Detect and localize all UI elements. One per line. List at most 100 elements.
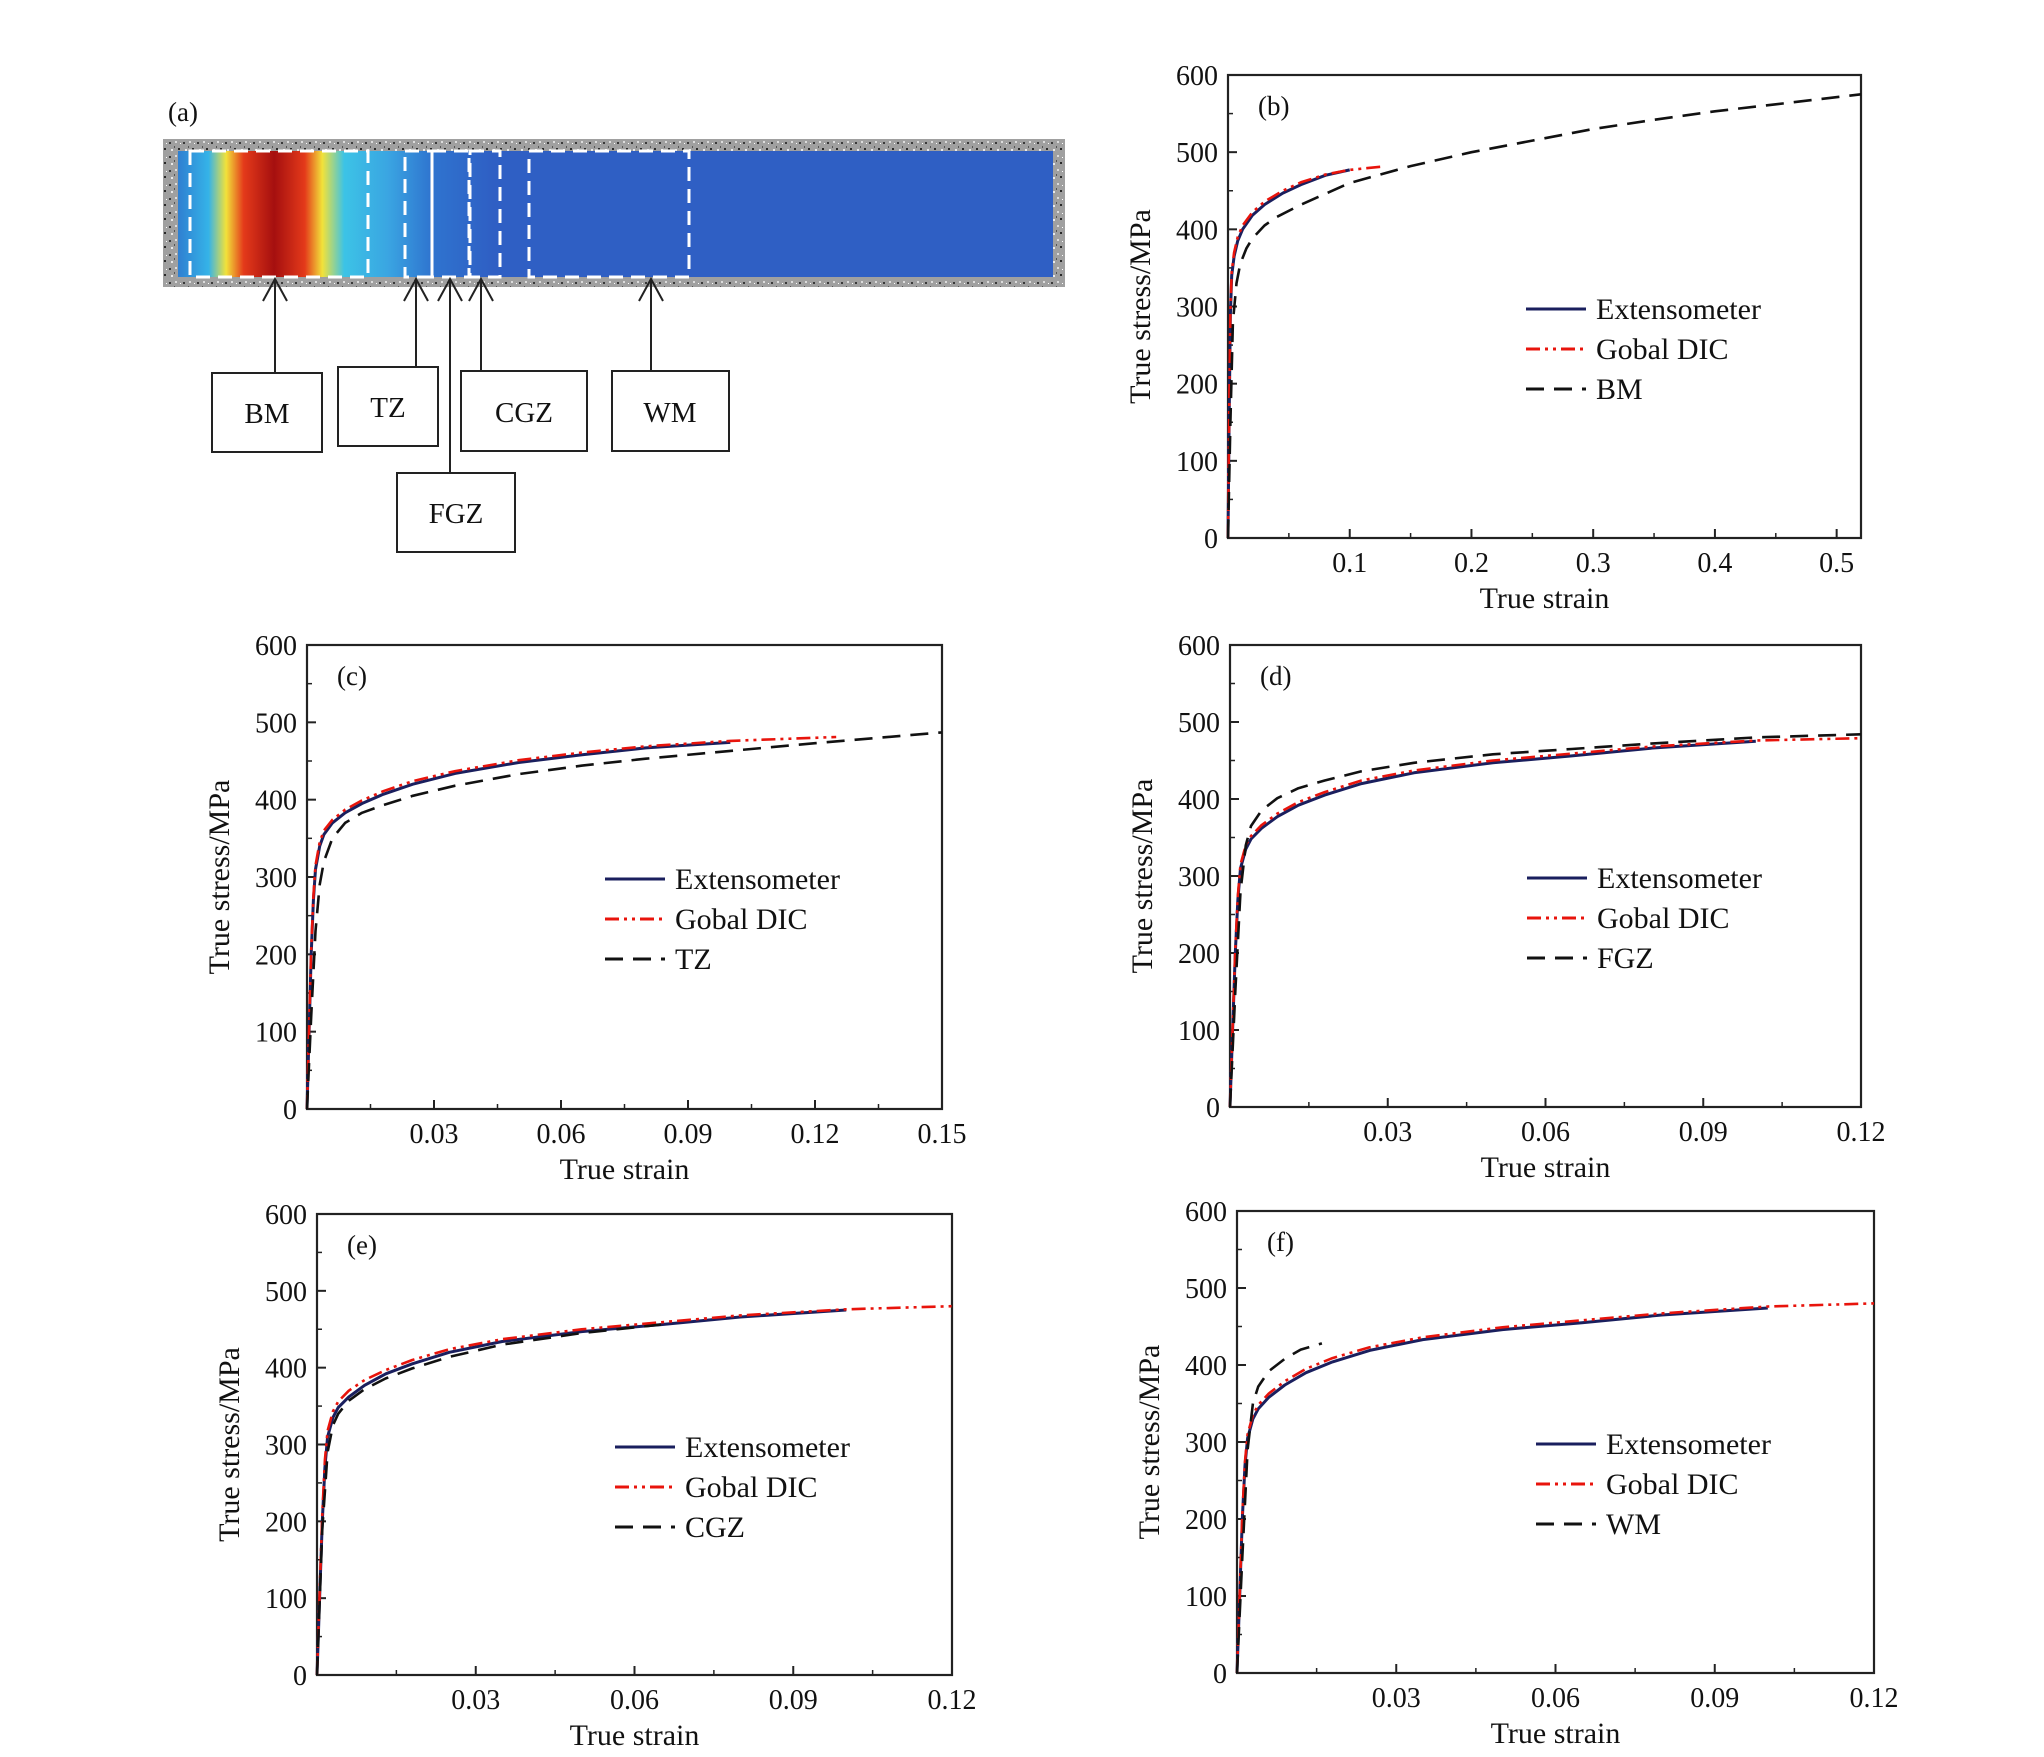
zone-box-fgz (396, 472, 516, 553)
x-tick-label: 0.5 (1819, 548, 1854, 579)
chart-panel-b: (b) 0 100 200 300 400 500 600 0.1 0.2 0.3 0.4 0.5 Tru… (1124, 61, 1863, 615)
series-line-gobal-dic (315, 1304, 953, 1676)
legend: Extensometer Gobal DIC CGZ (615, 1431, 850, 1544)
plot-frame (305, 643, 944, 1111)
y-tick-label: 200 (1176, 370, 1218, 401)
y-tick-label: 400 (255, 786, 297, 817)
legend-label: BM (1596, 373, 1643, 406)
x-tick-label: 0.12 (1837, 1117, 1886, 1148)
zone-box-bm (211, 372, 323, 453)
arrow-head (468, 276, 494, 302)
zone-label-tz: TZ (370, 392, 405, 424)
chart-panel-e: (e) 0 100 200 300 400 500 600 0.03 0.06 0.09 0.12 Tr… (213, 1200, 977, 1752)
chart-panel-f: (f) 0 100 200 300 400 500 600 0.03 0.06 0.09 0.12 Tr… (1133, 1197, 1899, 1750)
series-line-gobal-dic (1228, 736, 1862, 1108)
y-tick-label: 600 (265, 1200, 307, 1231)
zone-arrow-2 (437, 276, 463, 473)
x-tick-label: 0.3 (1576, 548, 1611, 579)
y-tick-label: 200 (1178, 939, 1220, 970)
y-tick-label: 200 (265, 1507, 307, 1538)
series-line-extensometer (305, 740, 731, 1110)
zone-box-cgz (460, 370, 588, 452)
series-line-gobal-dic (1235, 1302, 1875, 1674)
y-tick-label: 200 (1185, 1505, 1227, 1536)
zone-dashed-boxes (188, 149, 691, 279)
x-axis-title: True strain (1491, 1717, 1621, 1750)
legend-label: Gobal DIC (1606, 1468, 1738, 1501)
y-tick-label: 0 (1206, 1093, 1220, 1124)
y-tick-label: 400 (1176, 215, 1218, 246)
zone-box-wm (611, 370, 730, 452)
legend-label: Gobal DIC (685, 1471, 817, 1504)
x-tick-label: 0.12 (1850, 1683, 1899, 1714)
x-tick-label: 0.09 (769, 1685, 818, 1716)
legend-label: Extensometer (685, 1431, 850, 1464)
series-line-extensometer (1228, 739, 1756, 1108)
y-tick-label: 500 (1178, 708, 1220, 739)
y-axis-title: True stress/MPa (1126, 779, 1159, 974)
stress-strain-charts: (b) 0 100 200 300 400 500 600 0.1 0.2 0.3 0.4 0.5 Tru… (203, 61, 1899, 1752)
x-axis-title: True strain (1480, 582, 1610, 615)
y-tick-label: 500 (1176, 138, 1218, 169)
legend-label: Gobal DIC (675, 903, 807, 936)
panel-a-tag: (a) (168, 97, 198, 127)
zone-label-wm: WM (643, 397, 696, 429)
y-tick-label: 0 (1204, 524, 1218, 555)
plot-frame (1228, 643, 1863, 1109)
y-axis-title: True stress/MPa (1124, 209, 1157, 404)
legend-label: Gobal DIC (1597, 902, 1729, 935)
zone-dashed-box-3 (468, 149, 502, 279)
series-line-wm (1235, 1342, 1323, 1674)
series-line-extensometer (1226, 168, 1351, 539)
zone-label-boxes: BM TZ FGZ CGZ WM (211, 366, 730, 553)
strain-field-map (178, 151, 1053, 277)
x-tick-label: 0.03 (1372, 1683, 1421, 1714)
panel-a-dic-specimen: (a) BM TZ FGZ CGZ WM (163, 97, 1065, 553)
zone-label-cgz: CGZ (495, 397, 553, 429)
x-axis-title: True strain (570, 1719, 700, 1752)
legend: Extensometer Gobal DIC FGZ (1527, 862, 1762, 975)
y-tick-label: 600 (255, 631, 297, 662)
y-tick-label: 0 (1213, 1659, 1227, 1690)
y-tick-label: 100 (1176, 447, 1218, 478)
arrow-head (403, 276, 429, 302)
x-tick-label: 0.15 (918, 1119, 967, 1150)
y-tick-label: 300 (1178, 862, 1220, 893)
x-tick-label: 0.06 (1521, 1117, 1570, 1148)
legend-label: Extensometer (1596, 293, 1761, 326)
x-tick-label: 0.09 (1679, 1117, 1728, 1148)
legend-label: WM (1606, 1508, 1661, 1541)
y-tick-label: 100 (1185, 1582, 1227, 1613)
x-tick-label: 0.03 (410, 1119, 459, 1150)
series-line-gobal-dic (305, 735, 837, 1110)
legend-label: Extensometer (675, 863, 840, 896)
zone-arrow-0 (262, 276, 288, 373)
legend-label: Extensometer (1597, 862, 1762, 895)
y-tick-label: 0 (283, 1095, 297, 1126)
x-tick-label: 0.1 (1332, 548, 1367, 579)
legend-label: Gobal DIC (1596, 333, 1728, 366)
x-tick-label: 0.09 (664, 1119, 713, 1150)
zone-arrow-4 (638, 276, 664, 371)
zone-arrow-1 (403, 276, 429, 367)
zone-dashed-box-0 (188, 149, 370, 279)
y-tick-label: 100 (255, 1018, 297, 1049)
panel-tag: (e) (347, 1230, 377, 1260)
y-axis-title: True stress/MPa (1133, 1345, 1166, 1540)
plot-frame (1226, 73, 1863, 540)
panel-tag: (b) (1258, 91, 1289, 121)
x-tick-label: 0.12 (791, 1119, 840, 1150)
arrow-head (638, 276, 664, 302)
y-tick-label: 500 (255, 708, 297, 739)
series-line-gobal-dic (1226, 165, 1381, 539)
series-line-extensometer (1235, 1306, 1768, 1674)
legend: Extensometer Gobal DIC WM (1536, 1428, 1771, 1541)
chart-panel-d: (d) 0 100 200 300 400 500 600 0.03 0.06 0.09 0.12 Tr… (1126, 631, 1886, 1184)
y-tick-label: 600 (1178, 631, 1220, 662)
series-line-extensometer (315, 1308, 847, 1676)
legend: Extensometer Gobal DIC TZ (605, 863, 840, 976)
legend-label: TZ (675, 943, 712, 976)
y-tick-label: 300 (1185, 1428, 1227, 1459)
panel-tag: (c) (337, 661, 367, 691)
